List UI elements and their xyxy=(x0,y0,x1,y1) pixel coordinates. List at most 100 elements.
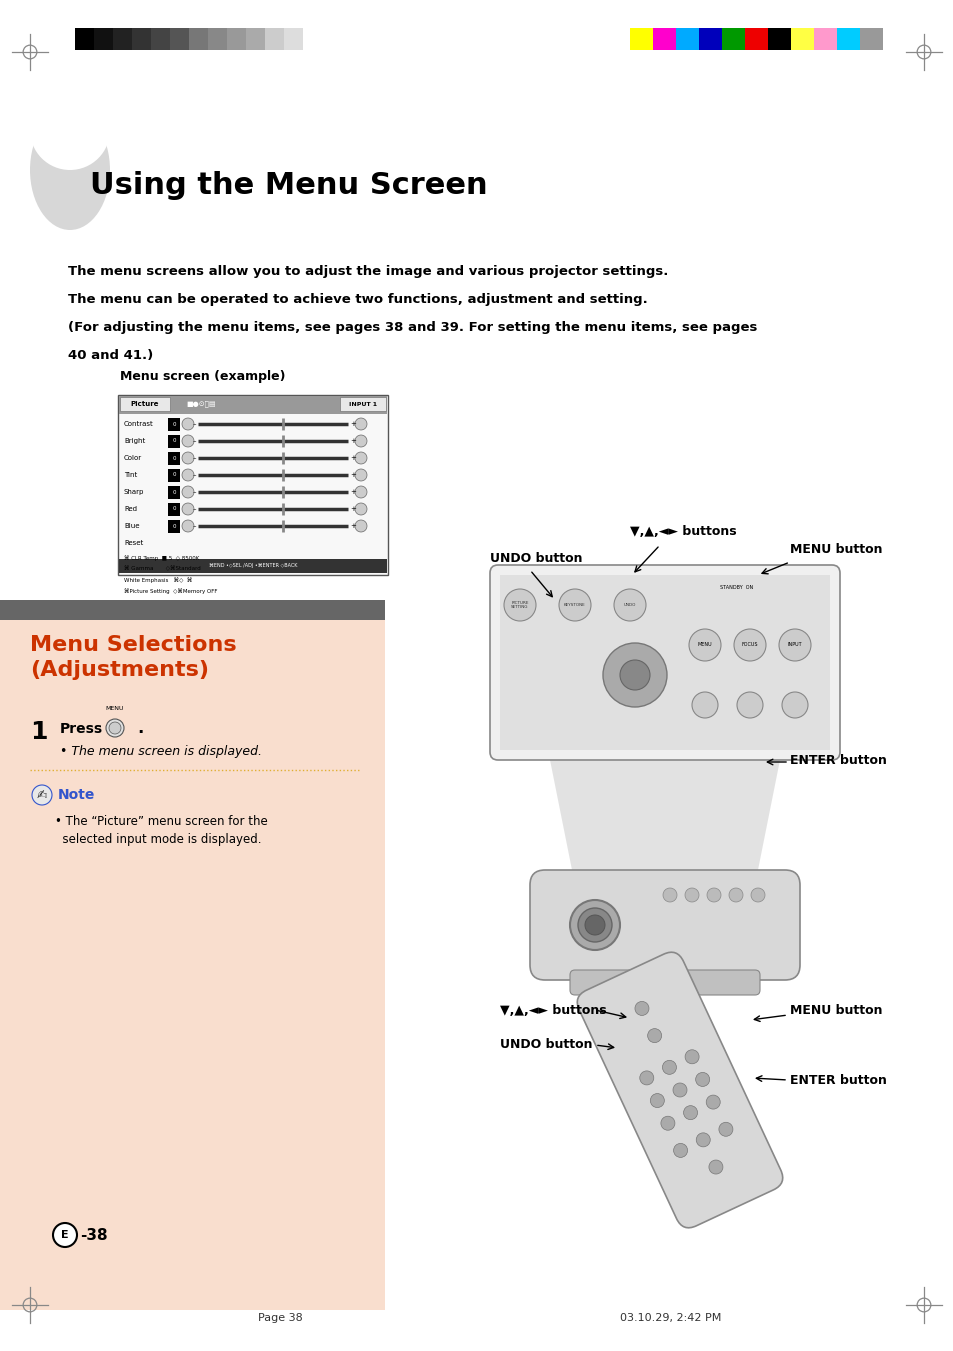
Text: ⌘ CLR Temp  ■ 5  ◇ 8500K: ⌘ CLR Temp ■ 5 ◇ 8500K xyxy=(124,555,199,561)
Text: ENTER button: ENTER button xyxy=(789,754,886,766)
Bar xyxy=(767,28,790,50)
Text: 0: 0 xyxy=(172,439,175,443)
Text: Contrast: Contrast xyxy=(124,422,153,427)
Circle shape xyxy=(719,1123,732,1136)
Circle shape xyxy=(558,589,590,621)
Circle shape xyxy=(673,1143,687,1158)
Text: Red: Red xyxy=(124,507,137,512)
Circle shape xyxy=(639,1071,653,1085)
Text: Picture: Picture xyxy=(131,401,159,407)
Bar xyxy=(859,28,882,50)
Circle shape xyxy=(355,486,367,499)
Circle shape xyxy=(614,589,645,621)
Text: –: – xyxy=(193,471,195,478)
FancyBboxPatch shape xyxy=(499,576,829,750)
Bar xyxy=(94,28,112,50)
Bar xyxy=(790,28,813,50)
Bar xyxy=(652,28,676,50)
Text: UNDO: UNDO xyxy=(623,603,636,607)
Circle shape xyxy=(705,1096,720,1109)
Polygon shape xyxy=(550,761,780,961)
Text: The menu can be operated to achieve two functions, adjustment and setting.: The menu can be operated to achieve two … xyxy=(68,293,647,305)
Text: PICTURE
SETTING: PICTURE SETTING xyxy=(511,601,528,609)
Bar xyxy=(75,28,94,50)
Circle shape xyxy=(569,900,619,950)
Bar xyxy=(208,28,227,50)
FancyBboxPatch shape xyxy=(490,565,840,761)
Text: 40 and 41.): 40 and 41.) xyxy=(68,349,153,362)
Bar xyxy=(119,396,387,413)
Text: Menu screen (example): Menu screen (example) xyxy=(120,370,285,382)
Text: 03.10.29, 2:42 PM: 03.10.29, 2:42 PM xyxy=(619,1313,720,1323)
Text: 0: 0 xyxy=(172,489,175,494)
Text: Note: Note xyxy=(58,788,95,802)
Text: 1: 1 xyxy=(30,720,48,744)
Circle shape xyxy=(109,721,121,734)
Bar xyxy=(170,28,189,50)
Text: ⌘ Gamma       ◇⌘Standard: ⌘ Gamma ◇⌘Standard xyxy=(124,566,200,571)
Text: E: E xyxy=(61,1229,69,1240)
Text: Reset: Reset xyxy=(124,540,143,546)
Bar xyxy=(132,28,151,50)
Circle shape xyxy=(182,486,193,499)
FancyBboxPatch shape xyxy=(530,870,800,979)
Text: –: – xyxy=(193,438,195,444)
Circle shape xyxy=(355,503,367,515)
Text: ⌘END •◇SEL /ADJ •⌘ENTER ◇BACK: ⌘END •◇SEL /ADJ •⌘ENTER ◇BACK xyxy=(209,563,297,569)
Bar xyxy=(0,615,385,1310)
Text: UNDO button: UNDO button xyxy=(490,553,582,565)
Text: –: – xyxy=(193,507,195,512)
Circle shape xyxy=(182,417,193,430)
Circle shape xyxy=(779,630,810,661)
Text: –: – xyxy=(193,523,195,530)
Circle shape xyxy=(182,520,193,532)
Text: • The “Picture” menu screen for the
  selected input mode is displayed.: • The “Picture” menu screen for the sele… xyxy=(55,815,268,846)
Circle shape xyxy=(584,915,604,935)
Bar xyxy=(189,28,208,50)
Circle shape xyxy=(355,435,367,447)
FancyBboxPatch shape xyxy=(569,970,760,994)
Text: (For adjusting the menu items, see pages 38 and 39. For setting the menu items, : (For adjusting the menu items, see pages… xyxy=(68,322,757,334)
Circle shape xyxy=(684,1050,699,1063)
Bar xyxy=(168,503,180,516)
Text: ▼,▲,◄► buttons: ▼,▲,◄► buttons xyxy=(499,1004,606,1016)
Circle shape xyxy=(650,1093,663,1108)
Text: ⌘Picture Setting  ◇⌘Memory OFF: ⌘Picture Setting ◇⌘Memory OFF xyxy=(124,588,217,593)
Text: STANDBY  ON: STANDBY ON xyxy=(720,585,753,590)
Text: –: – xyxy=(193,422,195,427)
Circle shape xyxy=(696,1133,709,1147)
Text: KEYSTONE: KEYSTONE xyxy=(563,603,585,607)
Text: +: + xyxy=(350,438,355,444)
Circle shape xyxy=(53,1223,77,1247)
Text: 0: 0 xyxy=(172,455,175,461)
Bar xyxy=(284,28,303,50)
Text: ■●⊙⭕▤: ■●⊙⭕▤ xyxy=(186,401,215,407)
Circle shape xyxy=(32,785,52,805)
FancyBboxPatch shape xyxy=(577,952,781,1228)
Circle shape xyxy=(737,692,762,717)
Circle shape xyxy=(182,435,193,447)
Text: Color: Color xyxy=(124,455,142,461)
Circle shape xyxy=(355,417,367,430)
Bar xyxy=(629,28,652,50)
Bar xyxy=(246,28,265,50)
Text: (Adjustments): (Adjustments) xyxy=(30,661,209,680)
Bar xyxy=(168,469,180,482)
Bar xyxy=(151,28,170,50)
Text: ENTER button: ENTER button xyxy=(789,1074,886,1086)
Text: 0: 0 xyxy=(172,422,175,427)
Circle shape xyxy=(503,589,536,621)
Bar xyxy=(168,435,180,449)
Text: Tint: Tint xyxy=(124,471,137,478)
Bar xyxy=(168,417,180,431)
Bar xyxy=(112,28,132,50)
Text: +: + xyxy=(350,489,355,494)
FancyBboxPatch shape xyxy=(339,397,386,411)
Circle shape xyxy=(660,1116,674,1131)
Text: Blue: Blue xyxy=(124,523,139,530)
Bar xyxy=(168,486,180,499)
Bar xyxy=(119,559,387,573)
Circle shape xyxy=(728,888,742,902)
Bar xyxy=(303,28,322,50)
Bar xyxy=(227,28,246,50)
